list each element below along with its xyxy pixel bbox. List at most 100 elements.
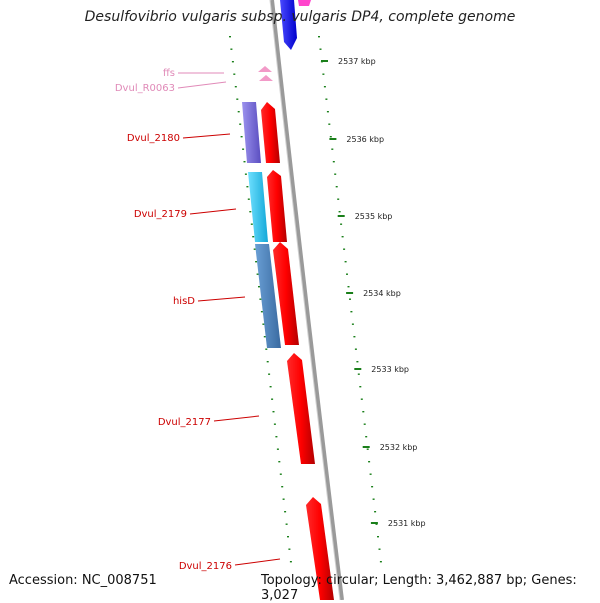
major-tick (346, 292, 354, 294)
tick-mark (272, 411, 275, 413)
tick-mark (231, 61, 234, 63)
tick-mark (366, 448, 369, 450)
gene-feature-dvul-2180-left (242, 102, 261, 163)
scale-label: 2534 kbp (363, 289, 401, 298)
tick-mark (253, 248, 256, 250)
tick-mark (340, 223, 343, 225)
tick-mark (329, 136, 332, 138)
tick-mark (230, 48, 233, 50)
tick-mark (332, 161, 335, 163)
tick-mark (236, 98, 239, 100)
scale-label: 2533 kbp (371, 365, 409, 374)
tick-mark (372, 498, 375, 500)
gene-labels: ffs Dvul_R0063 Dvul_2180 Dvul_2179 hisD Dvul_… (115, 68, 232, 572)
tick-mark (371, 486, 374, 488)
tick-mark (255, 261, 258, 263)
tick-mark (365, 436, 368, 438)
gene-label[interactable]: ffs (163, 68, 175, 79)
tick-mark (363, 423, 366, 425)
gene-feature-dvul-2179-right (267, 170, 287, 242)
label-leader-line (189, 208, 237, 215)
tick-mark (263, 336, 266, 338)
tick-mark (360, 398, 363, 400)
tick-mark (233, 73, 236, 75)
scale-labels: 2537 kbp 2536 kbp 2535 kbp 2534 kbp 2533 kbp… (321, 57, 426, 528)
tick-mark (281, 486, 284, 488)
tick-mark (237, 111, 240, 113)
tick-mark (269, 386, 272, 388)
tick-mark (326, 111, 329, 113)
tick-mark (258, 286, 260, 288)
tick-mark (273, 423, 276, 425)
gene-label[interactable]: Dvul_2180 (127, 133, 180, 144)
rna-mark-dvul-r0063 (259, 75, 273, 81)
tick-mark (266, 361, 269, 363)
tick-mark (256, 273, 259, 275)
gene-label[interactable]: hisD (173, 296, 195, 307)
tick-mark (377, 536, 379, 538)
tick-mark (240, 136, 243, 138)
label-leader-line (234, 558, 281, 566)
scale-label: 2536 kbp (346, 135, 384, 144)
tick-mark (328, 123, 331, 125)
tick-mark (344, 261, 347, 263)
gene-feature-blue (280, 0, 297, 50)
tick-mark (260, 311, 263, 313)
tick-mark (249, 211, 252, 213)
tick-mark (242, 148, 245, 150)
tick-mark (334, 173, 337, 175)
tick-mark (229, 36, 231, 38)
scale-label: 2537 kbp (338, 57, 376, 66)
gene-feature-magenta (298, 0, 311, 6)
tick-mark (271, 398, 274, 400)
label-leader-lines (177, 72, 281, 566)
tick-mark (349, 298, 351, 300)
tick-mark (268, 373, 271, 375)
tick-mark (275, 436, 278, 438)
gene-feature-hisd-left (255, 244, 281, 348)
gene-label[interactable]: Dvul_R0063 (115, 83, 175, 94)
tick-mark (337, 198, 340, 200)
tick-mark (243, 161, 246, 163)
tick-mark (323, 86, 326, 88)
tick-mark (285, 523, 288, 525)
tick-mark (369, 473, 372, 475)
tick-mark (335, 186, 338, 188)
tick-mark (246, 186, 249, 188)
major-tick (370, 522, 378, 524)
gene-label[interactable]: Dvul_2176 (179, 561, 232, 572)
tick-mark (350, 311, 353, 313)
major-tick (329, 138, 337, 140)
tick-mark (378, 548, 381, 550)
tick-mark (259, 298, 262, 300)
tick-mark (276, 448, 279, 450)
tick-mark (354, 348, 357, 350)
tick-mark (362, 411, 365, 413)
tick-mark (374, 511, 377, 513)
tick-mark (379, 561, 382, 563)
tick-marks (229, 36, 382, 563)
tick-mark (244, 173, 247, 175)
genome-summary-text: Topology: circular; Length: 3,462,887 bp… (261, 573, 577, 603)
rna-mark-ffs (258, 66, 272, 72)
tick-mark (346, 273, 348, 275)
tick-mark (265, 348, 268, 350)
tick-mark (322, 73, 325, 75)
tick-mark (287, 536, 289, 538)
tick-mark (359, 386, 362, 388)
tick-mark (239, 123, 242, 125)
scale-label: 2535 kbp (355, 212, 393, 221)
label-leader-line (182, 133, 231, 139)
gene-label[interactable]: Dvul_2179 (134, 209, 187, 220)
tick-mark (262, 323, 265, 325)
tick-mark (325, 98, 328, 100)
gene-feature-hisd-right (273, 242, 299, 345)
gene-feature-dvul-2179-left (248, 172, 268, 242)
tick-mark (368, 461, 371, 463)
tick-mark (375, 523, 378, 525)
gene-features (242, 0, 334, 600)
tick-mark (357, 373, 360, 375)
gene-label[interactable]: Dvul_2177 (158, 417, 211, 428)
tick-mark (341, 236, 344, 238)
